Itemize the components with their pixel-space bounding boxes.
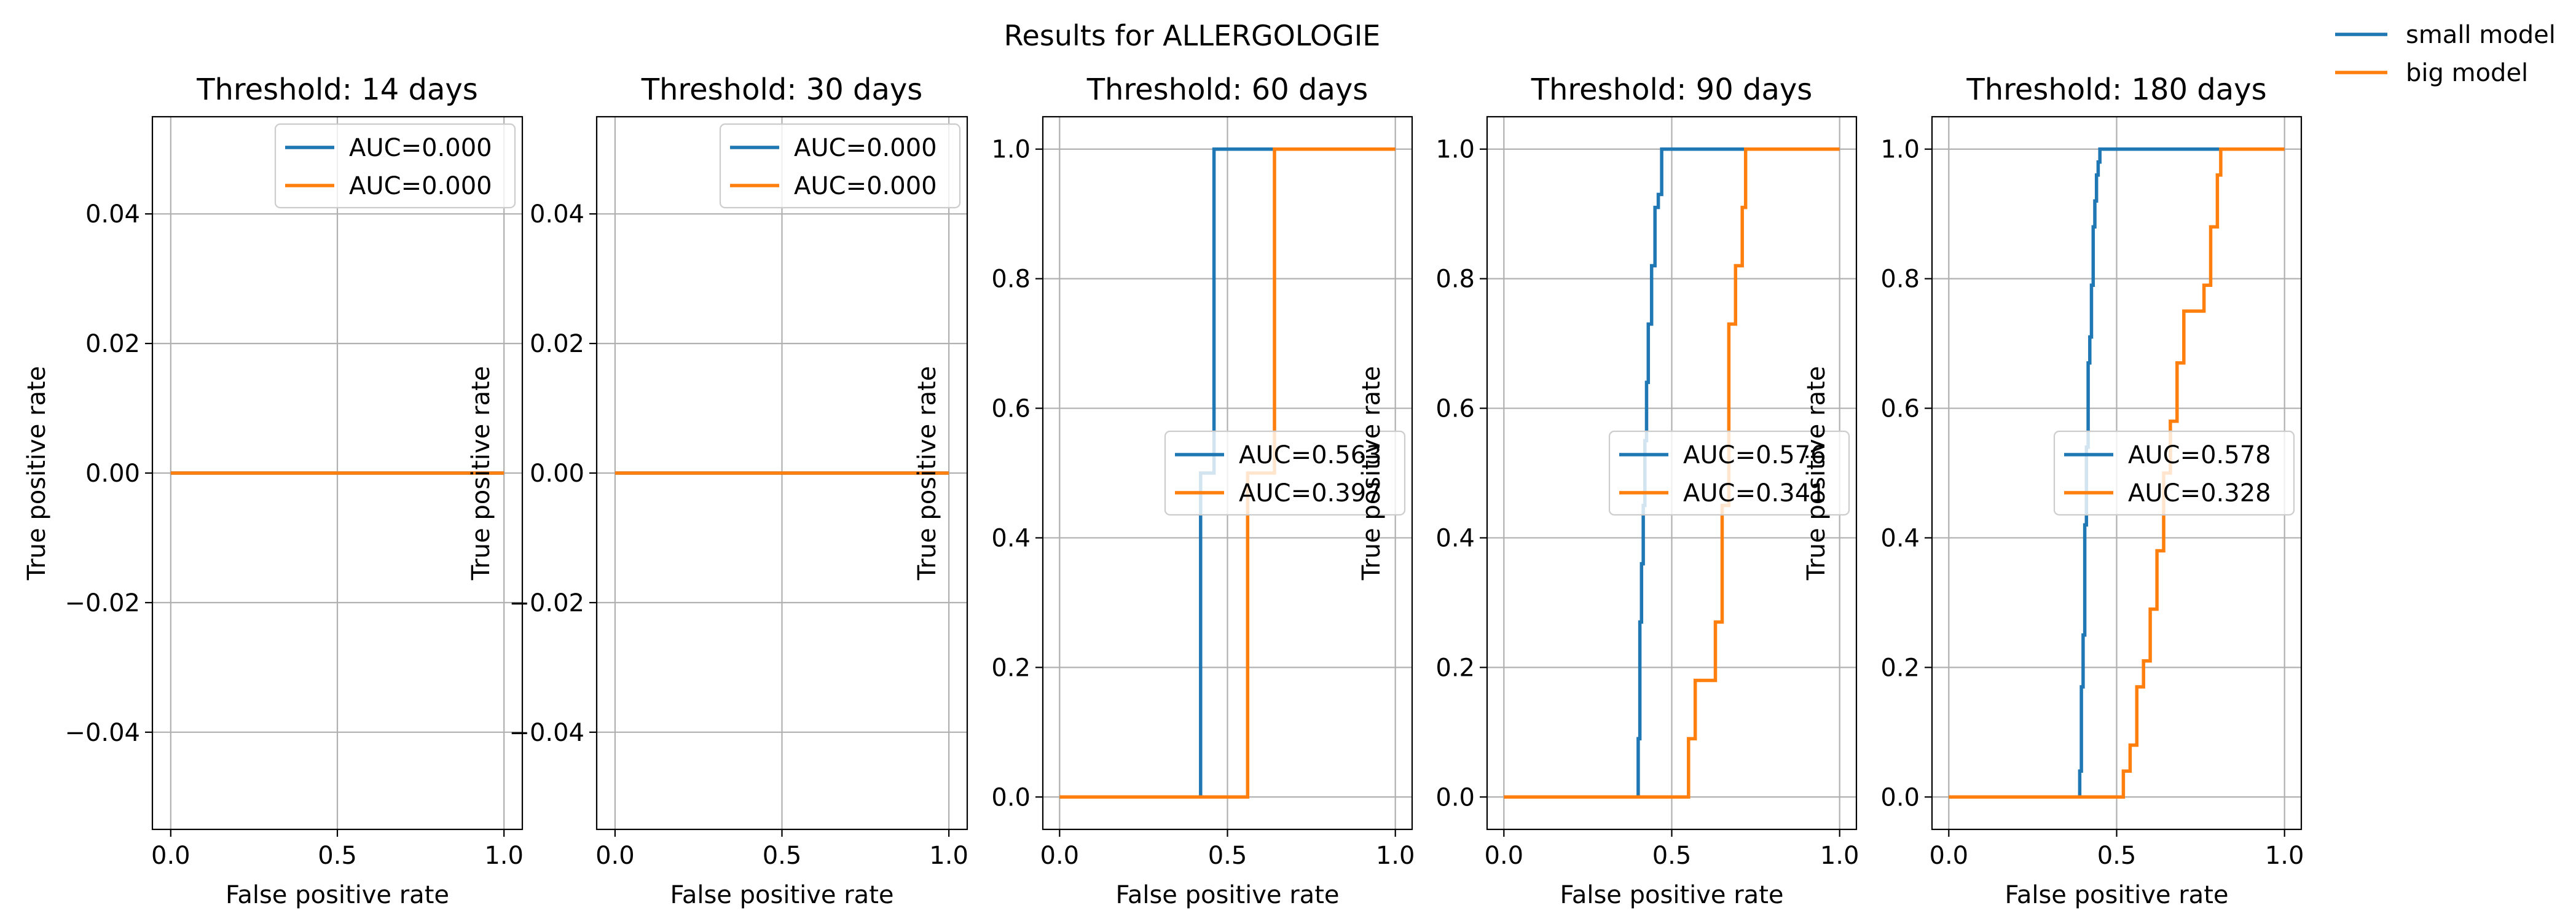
y-tick-label: 0.4 xyxy=(991,524,1031,552)
legend-label: AUC=0.000 xyxy=(794,134,937,162)
legend-box xyxy=(274,123,516,209)
legend-label: AUC=0.000 xyxy=(794,172,937,200)
y-tick-label: 0.0 xyxy=(991,783,1031,812)
x-tick-label: 0.0 xyxy=(1485,842,1524,870)
series-line xyxy=(1504,147,1840,799)
x-axis-label: False positive rate xyxy=(2005,881,2229,909)
legend-box xyxy=(719,123,961,209)
y-axis-label: True positive rate xyxy=(913,366,941,581)
legend-label: AUC=0.000 xyxy=(349,134,492,162)
y-tick-label: 1.0 xyxy=(991,136,1031,164)
chart-panel: 0.0 0.5 1.0 0.0 0.2 0.4 0.6 0.8 1.0 Threshold: 60… xyxy=(913,72,1415,909)
x-tick-label: 1.0 xyxy=(484,842,524,870)
legend-label: AUC=0.563 xyxy=(1239,441,1382,469)
x-tick-label: 0.0 xyxy=(1040,842,1080,870)
y-axis-label: True positive rate xyxy=(467,366,495,581)
x-tick-label: 0.5 xyxy=(1208,842,1247,870)
figure-legend: small model big model xyxy=(2335,21,2556,87)
legend-box xyxy=(2053,430,2295,516)
y-tick-label: 0.4 xyxy=(1880,524,1920,552)
chart-panel: 0.0 0.5 1.0 −0.04 −0.02 0.00 0.02 0.04 Threshold… xyxy=(23,72,524,909)
y-tick-label: 1.0 xyxy=(1435,136,1475,164)
panel-title: Threshold: 30 days xyxy=(641,72,923,107)
x-tick-label: 0.0 xyxy=(151,842,190,870)
x-tick-label: 0.5 xyxy=(763,842,802,870)
y-tick-label: 0.2 xyxy=(1880,654,1920,682)
panel-title: Threshold: 90 days xyxy=(1531,72,1813,107)
panel-legend: AUC=0.563 AUC=0.397 xyxy=(1164,430,1406,516)
x-tick-label: 0.0 xyxy=(595,842,635,870)
panel-title: Threshold: 14 days xyxy=(196,72,478,107)
y-tick-label: 0.02 xyxy=(85,330,140,358)
x-tick-label: 1.0 xyxy=(1376,842,1415,870)
y-tick-label: −0.02 xyxy=(65,589,140,617)
y-tick-label: 1.0 xyxy=(1880,136,1920,164)
x-tick-label: 1.0 xyxy=(929,842,968,870)
panel-legend: AUC=0.576 AUC=0.341 xyxy=(1608,430,1850,516)
figure-legend-label: big model xyxy=(2406,59,2528,87)
y-tick-label: −0.04 xyxy=(65,719,140,747)
x-axis-label: False positive rate xyxy=(226,881,449,909)
x-tick-label: 0.0 xyxy=(1930,842,1969,870)
x-axis-label: False positive rate xyxy=(1560,881,1784,909)
y-tick-label: 0.8 xyxy=(1435,265,1475,294)
x-tick-label: 1.0 xyxy=(1820,842,1859,870)
series-line xyxy=(1949,147,2285,799)
y-tick-label: 0.8 xyxy=(991,265,1031,294)
chart-panel: 0.0 0.5 1.0 −0.04 −0.02 0.00 0.02 0.04 Threshold… xyxy=(467,72,968,909)
legend-box xyxy=(1608,430,1850,516)
panel-legend: AUC=0.000 AUC=0.000 xyxy=(274,123,516,209)
panel-legend: AUC=0.000 AUC=0.000 xyxy=(719,123,961,209)
y-axis-label: True positive rate xyxy=(1357,366,1386,581)
chart-panel: 0.0 0.5 1.0 0.0 0.2 0.4 0.6 0.8 1.0 Threshold: 18… xyxy=(1802,72,2304,909)
y-tick-label: 0.04 xyxy=(85,200,140,229)
legend-label: AUC=0.576 xyxy=(1683,441,1826,469)
panel-legend: AUC=0.578 AUC=0.328 xyxy=(2053,430,2295,516)
legend-label: AUC=0.341 xyxy=(1683,479,1826,507)
y-tick-label: 0.00 xyxy=(530,460,584,488)
y-tick-label: 0.02 xyxy=(530,330,584,358)
y-tick-label: 0.2 xyxy=(991,654,1031,682)
x-tick-label: 1.0 xyxy=(2265,842,2304,870)
y-tick-label: 0.0 xyxy=(1435,783,1475,812)
x-axis-label: False positive rate xyxy=(670,881,894,909)
y-tick-label: 0.0 xyxy=(1880,783,1920,812)
legend-label: AUC=0.000 xyxy=(349,172,492,200)
x-tick-label: 0.5 xyxy=(1652,842,1692,870)
y-tick-label: −0.04 xyxy=(509,719,584,747)
y-tick-label: 0.2 xyxy=(1435,654,1475,682)
x-axis-label: False positive rate xyxy=(1116,881,1340,909)
y-tick-label: 0.4 xyxy=(1435,524,1475,552)
y-tick-label: 0.8 xyxy=(1880,265,1920,294)
legend-label: AUC=0.328 xyxy=(2128,479,2271,507)
figure-legend-label: small model xyxy=(2406,21,2556,49)
y-tick-label: 0.04 xyxy=(530,200,584,229)
y-axis-label: True positive rate xyxy=(1802,366,1831,581)
x-tick-label: 0.5 xyxy=(318,842,357,870)
x-tick-label: 0.5 xyxy=(2097,842,2137,870)
panel-title: Threshold: 60 days xyxy=(1086,72,1368,107)
chart-panels: 0.0 0.5 1.0 −0.04 −0.02 0.00 0.02 0.04 Threshold… xyxy=(23,72,2304,909)
legend-box xyxy=(1164,430,1406,516)
panel-title: Threshold: 180 days xyxy=(1966,72,2266,107)
legend-label: AUC=0.397 xyxy=(1239,479,1382,507)
legend-label: AUC=0.578 xyxy=(2128,441,2271,469)
y-tick-label: 0.6 xyxy=(1435,395,1475,423)
y-tick-label: −0.02 xyxy=(509,589,584,617)
y-tick-label: 0.6 xyxy=(1880,395,1920,423)
chart-panel: 0.0 0.5 1.0 0.0 0.2 0.4 0.6 0.8 1.0 Threshold: 90… xyxy=(1357,72,1859,909)
y-axis-label: True positive rate xyxy=(23,366,51,581)
y-tick-label: 0.6 xyxy=(991,395,1031,423)
figure-title: Results for ALLERGOLOGIE xyxy=(1004,19,1381,52)
y-tick-label: 0.00 xyxy=(85,460,140,488)
